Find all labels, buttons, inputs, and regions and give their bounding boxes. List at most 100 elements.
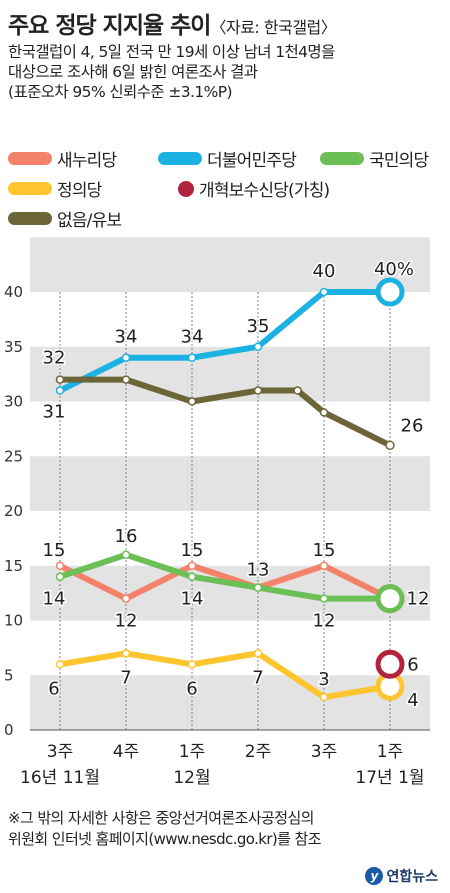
data-label: 34 <box>115 327 138 348</box>
series-line <box>57 551 393 602</box>
x-tick-label: 3주 <box>311 742 337 762</box>
data-point <box>319 561 329 570</box>
data-label: 4 <box>407 690 418 711</box>
legend-swatch <box>8 212 52 225</box>
title-text: 주요 정당 지지율 추이 <box>8 13 211 39</box>
grid-band <box>30 565 430 621</box>
data-label: 31 <box>43 402 66 423</box>
data-point <box>55 660 65 669</box>
legend-item-justice: 정의당 <box>8 176 102 201</box>
legend-label: 국민의당 <box>369 151 429 171</box>
y-tick-label: 5 <box>4 666 14 684</box>
legend-item-minju: 더불어민주당 <box>158 146 297 171</box>
data-label: 14 <box>181 589 204 610</box>
footnote: ※그 밖의 자세한 사항은 중앙선거여론조사공정심의 위원회 인터넷 홈페이지(… <box>8 808 322 850</box>
description: 한국갤럽이 4, 5일 전국 만 19세 이상 남녀 1천4명을 대상으로 조사… <box>8 42 335 102</box>
x-tick-label: 3주 <box>47 742 73 762</box>
legend-item-kookmin: 국민의당 <box>320 146 429 171</box>
line-chart: 0 5 10 15 20 25 30 35 40 3주 16년 11월 4주 1주 12월 2주 3주 1주 17… <box>4 237 431 788</box>
grid-band <box>30 675 430 730</box>
data-label: 26 <box>401 415 424 436</box>
data-label: 12 <box>115 611 138 632</box>
legend-label: 정의당 <box>57 181 102 201</box>
desc-line: (표준오차 95% 신뢰수준 ±3.1%P) <box>8 83 233 101</box>
data-label: 7 <box>120 667 131 688</box>
data-label: 16 <box>115 526 138 547</box>
data-point <box>319 287 329 297</box>
legend-label: 새누리당 <box>57 151 117 171</box>
x-tick-sublabel: 16년 11월 <box>20 768 100 788</box>
data-point <box>121 550 131 560</box>
grid-band <box>30 237 430 292</box>
series-line <box>57 650 393 701</box>
data-point <box>55 572 65 581</box>
data-point <box>319 408 329 417</box>
data-point <box>187 561 197 570</box>
chart-title: 주요 정당 지지율 추이〈자료: 한국갤럽〉 <box>8 6 337 40</box>
data-point <box>55 561 65 570</box>
data-point <box>121 649 131 658</box>
source-text: 〈자료: 한국갤럽〉 <box>210 18 337 37</box>
legend-swatch <box>8 182 52 195</box>
data-point <box>319 692 329 702</box>
data-point <box>253 649 263 658</box>
data-point <box>319 594 329 603</box>
publisher-logo: y 연합뉴스 <box>365 866 438 886</box>
data-point-end <box>375 584 405 614</box>
legend-item-saenuri: 새누리당 <box>8 146 117 171</box>
legend-item-none: 없음/유보 <box>8 206 122 231</box>
legend: 새누리당 더불어민주당 국민의당 정의당 개혁보수신당(가칭) 없음/유보 <box>8 146 448 236</box>
data-label: 12 <box>313 611 336 632</box>
x-tick-label: 2주 <box>245 742 271 762</box>
grid-band <box>30 456 430 511</box>
data-label: 15 <box>43 540 66 561</box>
data-label: 6 <box>186 678 197 699</box>
y-tick-label: 20 <box>4 502 23 520</box>
data-label: 12 <box>407 589 430 610</box>
data-label: 6 <box>48 678 59 699</box>
data-label: 32 <box>43 348 66 369</box>
data-point <box>293 386 302 395</box>
data-point <box>253 386 263 395</box>
x-tick-sublabel: 17년 1월 <box>355 768 424 788</box>
data-label: 34 <box>181 327 204 348</box>
y-tick-label: 0 <box>4 721 14 739</box>
series-line <box>57 289 393 394</box>
data-label: 6 <box>407 654 418 675</box>
footnote-line: 위원회 인터넷 홈페이지(www.nesdc.go.kr)를 참조 <box>8 830 322 848</box>
data-label: 14 <box>43 589 66 610</box>
data-point <box>121 594 131 603</box>
logo-text: 연합뉴스 <box>386 869 438 885</box>
legend-swatch <box>8 152 52 165</box>
x-tick-label: 1주 <box>179 742 205 762</box>
desc-line: 대상으로 조사해 6일 밝힌 여론조사 결과 <box>8 63 258 81</box>
data-point <box>187 572 197 581</box>
legend-label: 개혁보수신당(가칭) <box>199 181 330 201</box>
data-point <box>187 397 197 406</box>
data-point <box>187 660 197 669</box>
y-tick-label: 30 <box>4 393 23 411</box>
data-point <box>121 375 131 384</box>
data-label: 15 <box>181 540 204 561</box>
legend-label: 없음/유보 <box>57 211 122 231</box>
data-label: 40% <box>374 259 414 280</box>
data-label: 15 <box>313 540 336 561</box>
legend-label: 더불어민주당 <box>207 151 297 171</box>
series-line <box>57 562 393 602</box>
logo-icon: y <box>365 867 384 885</box>
data-point <box>253 342 263 351</box>
data-point <box>253 583 263 592</box>
data-label: 40 <box>313 261 336 282</box>
data-point <box>55 386 65 395</box>
data-point <box>385 440 395 451</box>
data-label: 35 <box>247 316 270 337</box>
y-tick-label: 10 <box>4 612 23 630</box>
data-label: 7 <box>252 667 263 688</box>
legend-swatch <box>320 152 364 165</box>
data-point-end <box>375 277 405 307</box>
y-tick-label: 35 <box>4 338 23 356</box>
data-label: 13 <box>247 560 270 581</box>
data-point <box>187 353 197 362</box>
legend-swatch <box>158 152 202 165</box>
x-tick-label: 1주 <box>377 742 403 762</box>
